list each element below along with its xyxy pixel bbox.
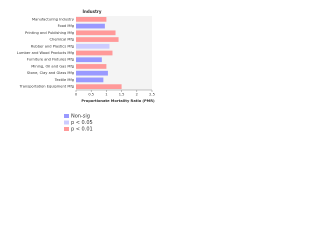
bar <box>76 43 110 49</box>
x-tick-label: 1 <box>105 93 107 97</box>
chart: Industry Proportionate Mortality Ratio (… <box>17 9 155 133</box>
x-axis-label: Proportionate Mortality Ratio (PMR) <box>81 99 155 103</box>
x-tick-label: 1.5 <box>119 93 125 97</box>
y-tick-label: Food Mfg <box>58 24 74 28</box>
legend-swatch <box>64 127 69 131</box>
y-tick-label: Chemical Mfg <box>50 38 74 42</box>
legend-label: p < 0.05 <box>71 120 93 126</box>
bar <box>76 17 107 22</box>
bar <box>76 30 116 36</box>
y-tick-label: Mining, Oil and Gas Mfg <box>31 64 74 68</box>
x-tick-label: 2 <box>136 93 138 97</box>
x-tick-label: 0 <box>75 93 78 97</box>
chart-title: Industry <box>83 9 102 14</box>
y-tick-label: Rubber and Plastics Mfg <box>31 44 74 48</box>
legend-label: p < 0.01 <box>71 127 93 133</box>
bar <box>76 37 119 42</box>
y-tick-label: Stone, Clay and Glass Mfg <box>27 71 74 75</box>
x-tick-label: 0.5 <box>88 93 94 97</box>
bar <box>76 64 107 69</box>
x-tick-label: 2.5 <box>149 93 155 97</box>
y-tick-label: Furniture and Fixtures Mfg <box>27 58 74 62</box>
bar <box>76 57 102 63</box>
bar <box>76 77 104 83</box>
bar <box>76 70 108 76</box>
legend-swatch <box>64 114 69 118</box>
y-tick-label: Transportation Equipment Mfg <box>19 85 74 89</box>
y-tick-label: Manufacturing Industry <box>32 17 75 21</box>
bar <box>76 84 122 89</box>
y-tick-label: Lumber and Wood Products Mfg <box>17 51 74 55</box>
bar <box>76 23 105 29</box>
legend-label: Non-sig <box>71 114 90 120</box>
legend-swatch <box>64 120 69 125</box>
bar <box>76 50 113 56</box>
y-tick-label: Textile Mfg <box>54 78 74 82</box>
y-tick-label: Printing and Publishing Mfg <box>25 31 74 35</box>
